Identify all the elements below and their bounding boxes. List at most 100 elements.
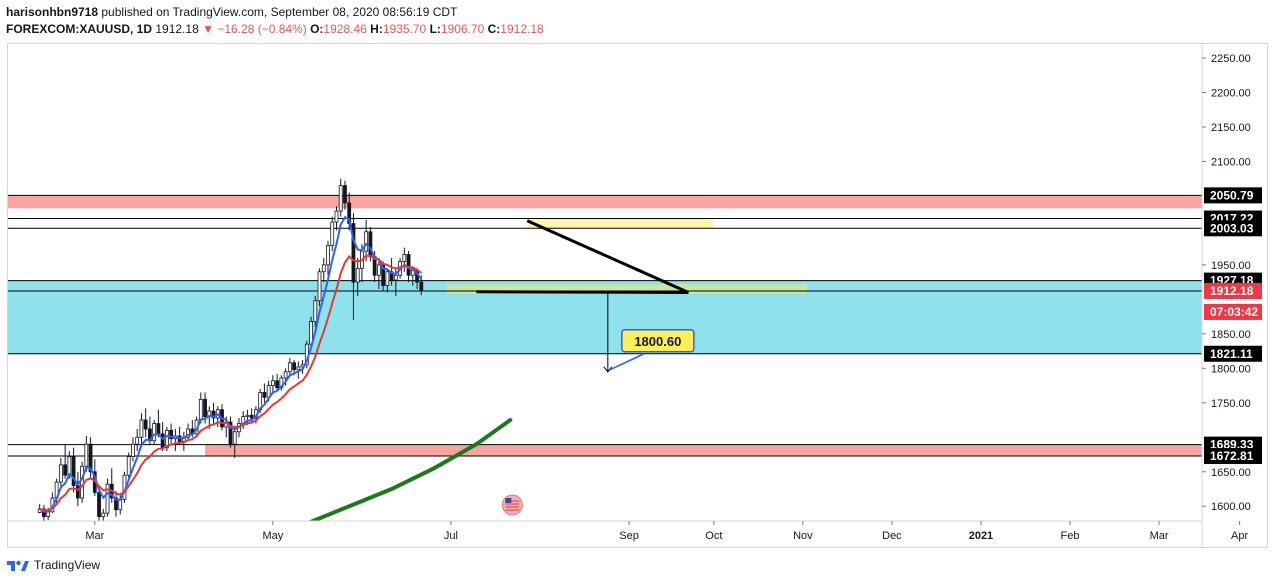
y-tick-label: 1800.00 xyxy=(1211,363,1251,375)
candle xyxy=(58,457,63,487)
candle-body xyxy=(101,512,106,517)
y-tick-label: 2200.00 xyxy=(1211,87,1251,99)
y-tick-label: 2100.00 xyxy=(1211,156,1251,168)
author-name[interactable]: harisonhbn9718 xyxy=(6,5,99,19)
triangle-upper-line xyxy=(526,219,690,294)
candle-body xyxy=(118,498,123,511)
candle xyxy=(152,420,157,445)
candle xyxy=(245,409,250,425)
candle-body xyxy=(330,221,335,246)
y-tick-label: 1850.00 xyxy=(1211,329,1251,341)
us-flag-icon xyxy=(501,494,523,516)
tradingview-logo-icon xyxy=(7,560,29,571)
candle xyxy=(262,383,267,403)
candle-body xyxy=(343,185,347,204)
current-price-label-bg xyxy=(1204,282,1262,299)
candle xyxy=(232,426,237,458)
candle xyxy=(164,426,169,452)
candle xyxy=(364,220,369,262)
publish-info: harisonhbn9718 published on TradingView.… xyxy=(6,5,457,19)
candle-body xyxy=(402,254,407,262)
candle-body xyxy=(419,281,424,292)
footer-brand[interactable]: TradingView xyxy=(6,558,100,572)
flag-canton xyxy=(505,498,512,503)
candle xyxy=(156,409,161,438)
candle xyxy=(139,413,144,445)
x-tick-label: Sep xyxy=(619,530,639,542)
candle xyxy=(143,408,148,438)
countdown-label-bg xyxy=(1204,303,1262,320)
candle xyxy=(109,468,114,503)
candle-body xyxy=(364,231,369,252)
candle-body xyxy=(232,431,237,445)
zone-level-label: 1821.11 xyxy=(1204,345,1262,362)
x-tick-label: Apr xyxy=(1231,530,1248,542)
candle-body xyxy=(143,419,148,430)
candle-body xyxy=(71,456,76,486)
level-label: 1672.81 xyxy=(1204,448,1262,465)
x-tick-label: 2021 xyxy=(969,530,993,542)
candle-body xyxy=(326,245,330,266)
y-tick-label: 1600.00 xyxy=(1211,501,1251,513)
candle-body xyxy=(114,497,118,511)
x-tick-label: May xyxy=(262,530,283,542)
x-tick-label: Mar xyxy=(1150,530,1169,542)
level-label-bg xyxy=(1204,448,1262,465)
close-value: 1912.18 xyxy=(500,22,544,36)
green-zone xyxy=(446,284,808,294)
candle-body xyxy=(249,414,254,419)
candle-body xyxy=(376,264,381,276)
candle-body xyxy=(410,269,415,276)
candle-body xyxy=(160,433,165,449)
support-zone-bottom xyxy=(205,444,1202,457)
candle xyxy=(330,216,335,252)
candle-body xyxy=(75,485,80,499)
symbol-name[interactable]: FOREXCOM:XAUUSD, 1D xyxy=(6,22,153,36)
candle xyxy=(343,180,347,210)
level-label: 2050.79 xyxy=(1204,187,1262,204)
candle xyxy=(385,268,390,293)
close-label: C: xyxy=(487,22,501,36)
x-tick-label: Feb xyxy=(1061,530,1080,542)
candle xyxy=(351,213,356,321)
candle xyxy=(376,257,381,290)
x-tick-label: Jul xyxy=(444,530,458,542)
open-label: O: xyxy=(310,22,324,36)
candle-body xyxy=(351,223,356,283)
candle xyxy=(186,423,190,441)
candle-body xyxy=(97,492,101,517)
candle-body xyxy=(406,254,411,276)
chart-frame xyxy=(7,43,1268,548)
candle-body xyxy=(287,362,292,373)
high-value: 1935.70 xyxy=(382,22,427,36)
price-change: −16.28 (−0.84%) xyxy=(217,22,307,36)
candle-body xyxy=(338,185,343,212)
publish-text: published on TradingView.com, September … xyxy=(101,5,458,19)
candle-body xyxy=(80,465,84,499)
level-label-bg xyxy=(1204,187,1262,204)
level-label-text: 2003.03 xyxy=(1210,221,1254,235)
current-price-label: 1912.18 xyxy=(1204,282,1262,299)
candle-body xyxy=(393,274,398,281)
plot-area xyxy=(8,178,1202,521)
callout-pointer xyxy=(609,353,645,371)
candle xyxy=(135,429,140,452)
candle-body xyxy=(88,443,93,473)
down-arrow-icon: ▼ xyxy=(202,22,214,36)
yellow-zone xyxy=(527,218,714,229)
candle xyxy=(169,423,174,445)
candle xyxy=(326,240,330,276)
candle xyxy=(42,504,46,521)
candle-body xyxy=(283,371,288,379)
y-tick-label: 2150.00 xyxy=(1211,122,1251,134)
candle xyxy=(338,178,343,217)
x-tick-label: Mar xyxy=(85,530,104,542)
countdown-label: 07:03:42 xyxy=(1204,303,1262,320)
level-label-text: 1672.81 xyxy=(1210,449,1254,463)
ema-slow-line xyxy=(39,254,422,512)
candle xyxy=(177,426,182,445)
candle-body xyxy=(228,421,233,445)
candle xyxy=(71,447,76,493)
zone-level-label-text: 1821.11 xyxy=(1210,347,1253,361)
